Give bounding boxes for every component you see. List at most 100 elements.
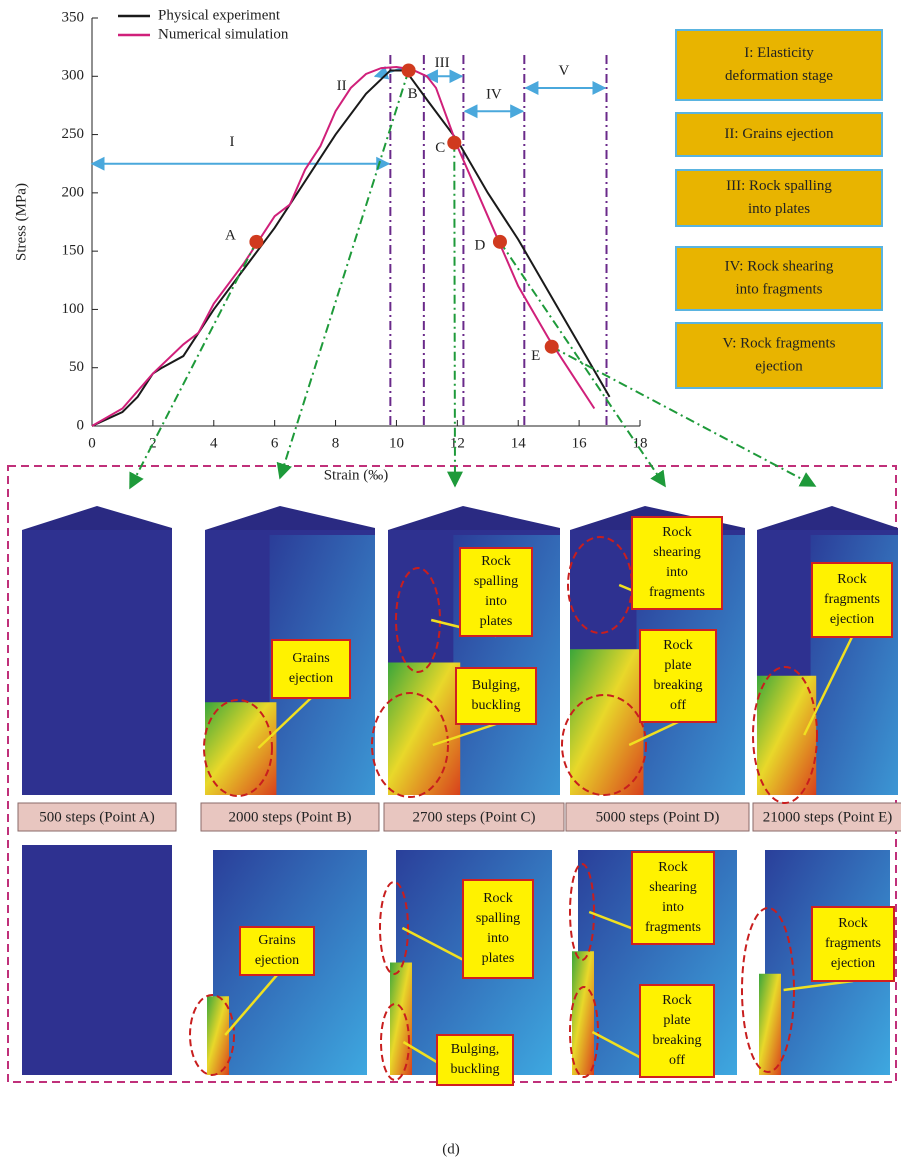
note-text: Rock [662,993,692,1008]
note-text: Rock [837,572,867,587]
point-label: D [475,237,486,253]
rock-fracture-section [759,974,781,1075]
note-text: buckling [451,1062,500,1077]
note-text: off [669,1053,685,1068]
x-tick-label: 8 [332,435,340,451]
pointer-arrow [130,242,256,488]
note-text: ejection [255,953,299,968]
key-point [545,340,559,354]
pointer-arrow [280,70,409,478]
note-text: Bulging, [451,1042,500,1057]
caption: (d) [442,1141,460,1157]
x-tick-label: 12 [450,435,465,451]
y-tick-label: 150 [62,243,85,259]
rock-block [22,530,172,795]
key-point [493,235,507,249]
legend-label: Numerical simulation [158,26,289,42]
key-point [447,136,461,150]
x-tick-label: 0 [88,435,96,451]
note-text: breaking [653,1033,702,1048]
y-tick-label: 350 [62,9,85,25]
stage-description: II: Grains ejection [724,126,834,142]
point-label: E [531,348,540,364]
step-label: 2700 steps (Point C) [413,809,536,825]
y-tick-label: 200 [62,184,85,200]
x-tick-label: 6 [271,435,279,451]
rock-section [22,845,172,1075]
point-label: A [225,227,236,243]
note-text: fragments [649,585,705,600]
x-tick-label: 14 [511,435,527,451]
stage-label: I [230,134,235,150]
y-tick-label: 300 [62,68,85,84]
pointer-arrow [454,143,455,486]
note-text: plates [482,951,515,966]
note-text: Rock [663,638,693,653]
note-text: ejection [289,671,333,686]
note-text: ejection [831,956,875,971]
note-text: into [666,565,688,580]
note-text: breaking [654,678,703,693]
note-text: Rock [483,891,513,906]
stage-box [676,323,882,388]
stage-label: V [558,63,569,79]
note-text: into [662,900,684,915]
y-tick-label: 0 [77,417,85,433]
note-text: into [487,931,509,946]
x-tick-label: 10 [389,435,404,451]
note-text: spalling [474,574,518,589]
x-tick-label: 16 [572,435,588,451]
stage-description: ejection [755,358,803,374]
x-axis-label: Strain (‰) [324,467,389,483]
stage-label: II [337,78,347,94]
note-text: ejection [830,612,874,627]
step-label: 21000 steps (Point E) [763,809,893,825]
stage-box [676,30,882,100]
note-text: Grains [292,651,329,666]
point-label: C [435,140,445,156]
stage-label: III [435,55,450,71]
y-tick-label: 250 [62,126,85,142]
note-text: Rock [662,525,692,540]
stage-box [676,247,882,310]
stage-label: IV [486,86,502,102]
note-text: Rock [838,916,868,931]
stage-description: V: Rock fragments [722,335,835,351]
series-line [92,70,610,426]
note-text: Grains [258,933,295,948]
note-text: into [485,594,507,609]
y-tick-label: 50 [69,359,84,375]
step-label: 5000 steps (Point D) [596,809,720,825]
note-text: shearing [649,880,696,895]
step-label: 2000 steps (Point B) [229,809,352,825]
rock-fracture-section [390,963,412,1076]
note-text: fragments [825,936,881,951]
rock-fracture-section [572,951,594,1075]
rock-fracture [388,663,460,796]
rock-fracture [757,676,816,795]
legend-label: Physical experiment [158,7,281,23]
note-text: shearing [653,545,700,560]
stage-description: deformation stage [725,68,833,84]
rock-fracture [570,649,644,795]
rock-fracture-section [207,996,229,1075]
note-text: Rock [481,554,511,569]
key-point [249,235,263,249]
note-text: plates [480,614,513,629]
point-label: B [408,86,418,102]
key-point [402,63,416,77]
note-text: plate [664,658,691,673]
y-tick-label: 100 [62,301,85,317]
note-text: fragments [824,592,880,607]
note-text: off [670,698,686,713]
series-line [92,67,594,426]
stage-description: into plates [748,201,810,217]
figure: 050100150200250300350024681012141618Stra… [0,0,901,1172]
rock-fracture [205,702,276,795]
stage-description: into fragments [735,281,822,297]
note-text: Bulging, [472,678,521,693]
stage-description: I: Elasticity [744,45,814,61]
note-text: Rock [658,860,688,875]
y-axis-label: Stress (MPa) [13,183,29,261]
note-box [272,640,350,698]
